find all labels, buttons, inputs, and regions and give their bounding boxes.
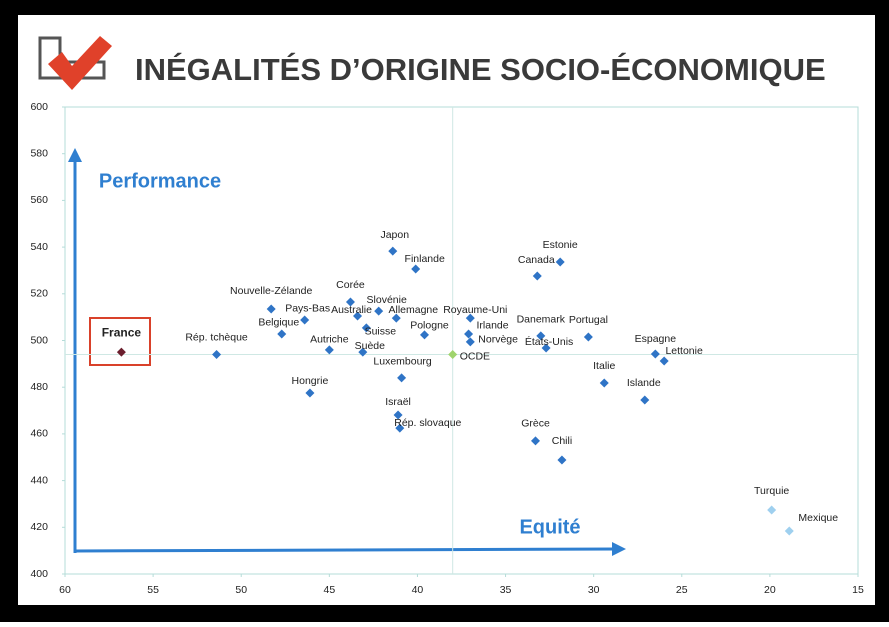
point-label: Canada: [518, 254, 555, 266]
point-label: Allemagne: [388, 304, 438, 316]
x-tick-label: 25: [676, 584, 688, 596]
point-label: OCDE: [460, 350, 490, 362]
point-label: Israël: [385, 396, 411, 408]
y-tick-label: 440: [30, 474, 48, 486]
point-label: Corée: [336, 279, 365, 291]
x-tick-label: 40: [412, 584, 424, 596]
point-label: Rép. slovaque: [394, 417, 461, 429]
y-tick-label: 400: [30, 568, 48, 580]
x-tick-label: 30: [588, 584, 600, 596]
point-label: Pays-Bas: [285, 303, 330, 315]
point-label: Turquie: [754, 485, 789, 497]
point-label: Autriche: [310, 334, 349, 346]
point-label: Chili: [552, 435, 572, 447]
x-tick-label: 60: [59, 584, 71, 596]
point-label: Royaume-Uni: [443, 304, 507, 316]
x-tick-label: 45: [323, 584, 335, 596]
x-tick-label: 50: [235, 584, 247, 596]
point-label: Espagne: [635, 333, 677, 345]
point-label: Grèce: [521, 418, 550, 430]
y-tick-label: 560: [30, 194, 48, 206]
point-label: Hongrie: [292, 375, 329, 387]
point-label: Nouvelle-Zélande: [230, 285, 312, 297]
point-label: Lettonie: [665, 345, 703, 357]
x-tick-label: 35: [500, 584, 512, 596]
point-label: France: [102, 325, 142, 339]
y-tick-label: 500: [30, 334, 48, 346]
point-label: États-Unis: [525, 335, 573, 348]
y-tick-label: 420: [30, 521, 48, 533]
y-axis-label: Performance: [99, 170, 221, 192]
y-tick-label: 480: [30, 381, 48, 393]
x-axis-label: Equité: [519, 516, 580, 538]
point-label: Suède: [355, 340, 386, 352]
point-label: Belgique: [258, 317, 299, 329]
point-label: Finlande: [405, 253, 445, 265]
point-label: Luxembourg: [373, 356, 432, 368]
point-label: Pologne: [410, 320, 449, 332]
point-label: Japon: [380, 229, 409, 241]
point-label: Norvège: [478, 334, 518, 346]
y-tick-label: 580: [30, 147, 48, 159]
point-label: Rép. tchèque: [185, 331, 248, 343]
point-label: Irlande: [476, 320, 508, 332]
y-tick-label: 540: [30, 241, 48, 253]
point-label: Islande: [627, 377, 661, 389]
point-label: Estonie: [543, 239, 578, 251]
chart-title: INÉGALITÉS D’ORIGINE SOCIO-ÉCONOMIQUE: [135, 52, 826, 87]
point-label: Portugal: [569, 314, 608, 326]
point-label: Danemark: [517, 314, 566, 326]
y-tick-label: 460: [30, 428, 48, 440]
y-tick-label: 600: [30, 101, 48, 113]
point-label: Suisse: [365, 326, 397, 338]
x-tick-label: 15: [852, 584, 864, 596]
x-tick-label: 20: [764, 584, 776, 596]
slide: INÉGALITÉS D’ORIGINE SOCIO-ÉCONOMIQUE Pe…: [0, 0, 889, 622]
point-label: Italie: [593, 360, 615, 372]
point-label: Mexique: [798, 512, 838, 524]
x-tick-label: 55: [147, 584, 159, 596]
y-tick-label: 520: [30, 288, 48, 300]
